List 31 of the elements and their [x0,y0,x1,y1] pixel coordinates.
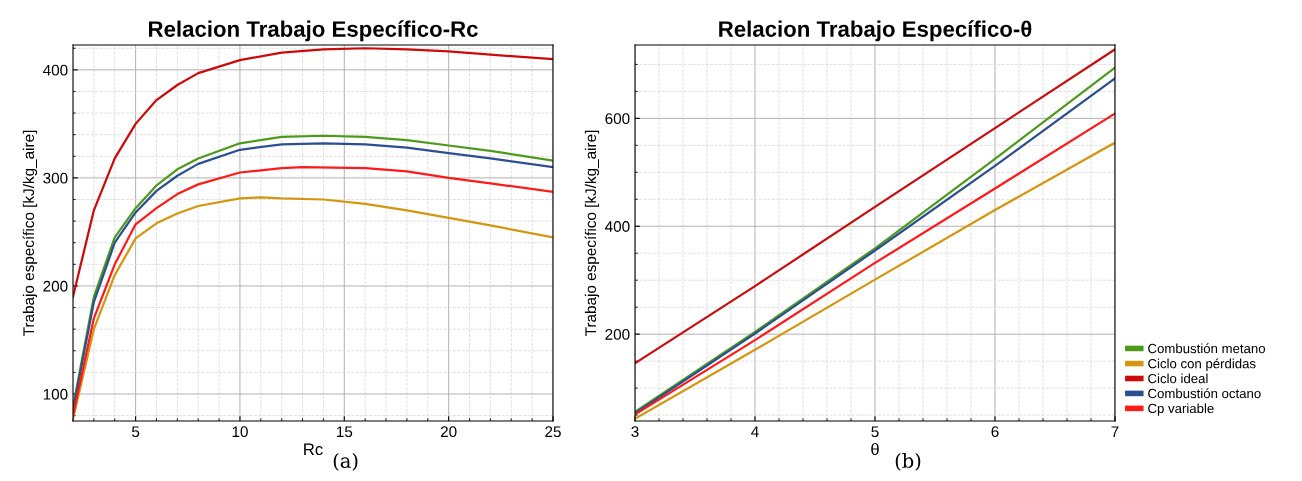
x-tick-label: 20 [440,426,457,438]
x-tick-label: 7 [1111,426,1119,437]
legend-label: Ciclo ideal [1148,373,1208,384]
y-tick-label: 400 [605,221,630,232]
y-tick-label: 600 [605,113,630,125]
x-tick-label: 6 [991,426,999,438]
text: (b) [895,452,921,471]
x-tick-label: 5 [131,426,140,438]
legend-label: Combustión octano [1148,388,1261,399]
x-tick-label: 3 [631,426,639,438]
y-axis-title: Trabajo específico [kJ/kg_aire] [584,130,600,336]
x-tick-label: 10 [232,426,248,438]
legend-label: Cp variable [1148,403,1214,416]
x-axis-title: θ [871,442,879,456]
chart-title: Relacion Trabajo Específico-Rc [149,20,478,42]
x-tick-label: 4 [751,426,759,437]
legend-label: Combustión metano [1148,343,1266,354]
text: (a) [333,452,358,471]
x-tick-label: 25 [545,426,561,438]
y-axis-title: Trabajo específico [kJ/kg_aire] [22,130,38,336]
y-tick-label: 400 [43,64,68,76]
y-tick-label: 300 [43,172,68,184]
y-tick-label: 100 [43,388,68,400]
y-tick-label: 200 [43,280,68,292]
legend-label: Ciclo con pérdidas [1148,358,1256,371]
x-tick-label: 5 [871,426,879,438]
x-axis-title: Rc [304,443,323,456]
chart-title: Relacion Trabajo Específico-θ [719,20,1032,42]
line-series [635,48,1115,365]
y-tick-label: 200 [605,329,630,340]
x-tick-label: 15 [336,426,353,438]
